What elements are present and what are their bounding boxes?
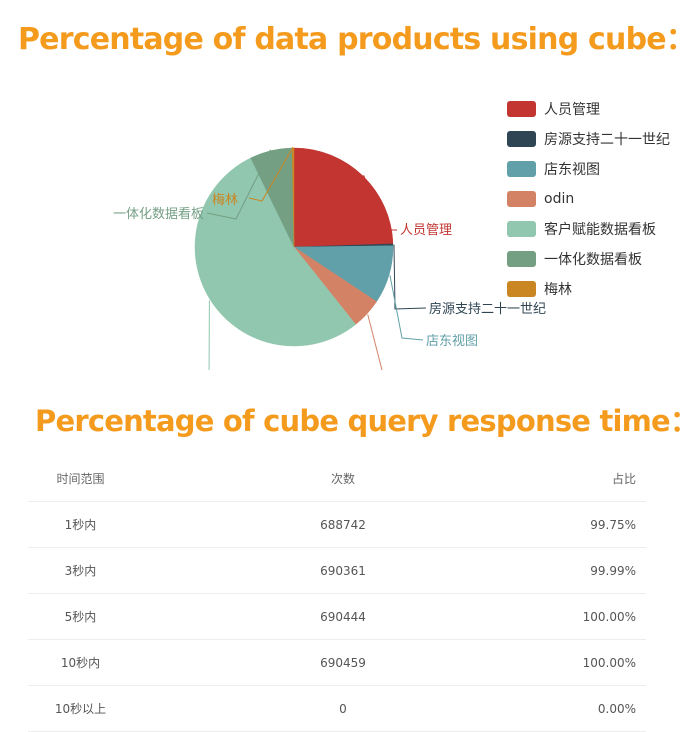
legend-swatch [507,161,536,177]
leader-line-fangyuan [393,244,427,310]
slice-label-diandong: 店东视图 [426,334,478,349]
column-header-range: 时间范围 [28,456,133,502]
leader-line-diandong [389,275,424,341]
response-time-table: 时间范围 次数 占比 1秒内 688742 99.75% 3秒内 690361 … [28,456,646,732]
pie-legend: 人员管理房源支持二十一世纪 店东视图 odin 客户赋能数据看板 一体化数据看板 梅林 [507,94,670,304]
pie-slice-renyuan[interactable] [293,147,394,248]
legend-label: 人员管理 [544,102,600,118]
range-cell: 10秒内 [28,639,133,686]
share-cell: 100.00% [553,639,646,686]
legend-swatch [507,191,536,207]
legend-swatch [507,101,536,117]
table-row: 3秒内 690361 99.99% [28,547,646,594]
column-header-count: 次数 [133,456,553,502]
legend-swatch [507,251,536,267]
range-cell: 1秒内 [28,501,133,548]
range-cell: 10秒以上 [28,685,133,732]
legend-label: 店东视图 [544,162,600,178]
share-cell: 99.75% [553,501,646,548]
table-heading: Percentage of cube query response time： [35,404,691,438]
count-cell: 0 [133,685,553,732]
legend-item-odin[interactable]: odin [507,184,670,214]
legend-item-yitihua[interactable]: 一体化数据看板 [507,244,670,274]
table-row: 1秒内 688742 99.75% [28,501,646,548]
leader-line-kehu [208,300,210,370]
share-cell: 99.99% [553,547,646,594]
count-cell: 690459 [133,639,553,686]
legend-item-meilin[interactable]: 梅林 [507,274,670,304]
legend-item-fangyuan[interactable]: 房源支持二十一世纪 [507,124,670,154]
leader-line-yitihua [206,149,272,220]
pie-slice-kehu[interactable] [194,157,357,347]
legend-swatch [507,221,536,237]
slice-label-yitihua: 一体化数据看板 [113,206,204,222]
legend-label: 梅林 [544,282,572,298]
table-row: 10秒内 690459 100.00% [28,639,646,686]
pie-chart-heading: Percentage of data products using cube： [18,22,691,57]
legend-swatch [507,131,536,147]
leader-line-meilin [248,146,294,202]
legend-item-diandong[interactable]: 店东视图 [507,154,670,184]
table-header-row: 时间范围 次数 占比 [28,456,646,502]
legend-swatch [507,281,536,297]
legend-item-kehu[interactable]: 客户赋能数据看板 [507,214,670,244]
range-cell: 5秒内 [28,593,133,640]
leader-line-odin [367,314,383,370]
leader-line-renyuan [363,175,397,231]
legend-label: 一体化数据看板 [544,252,642,268]
legend-label: 客户赋能数据看板 [544,222,656,238]
slice-label-meilin: 梅林 [212,193,238,208]
share-cell: 100.00% [553,593,646,640]
table-row: 10秒以上 0 0.00% [28,685,646,732]
slice-label-fangyuan: 房源支持二十一世纪 [429,301,546,317]
count-cell: 688742 [133,501,553,548]
table-row: 5秒内 690444 100.00% [28,593,646,640]
range-cell: 3秒内 [28,547,133,594]
count-cell: 690444 [133,593,553,640]
column-header-share: 占比 [553,456,646,502]
legend-label: 房源支持二十一世纪 [544,132,670,148]
legend-label: odin [544,191,575,207]
slice-label-renyuan: 人员管理 [400,223,452,238]
share-cell: 0.00% [553,685,646,732]
legend-item-renyuan[interactable]: 人员管理 [507,94,670,124]
count-cell: 690361 [133,547,553,594]
